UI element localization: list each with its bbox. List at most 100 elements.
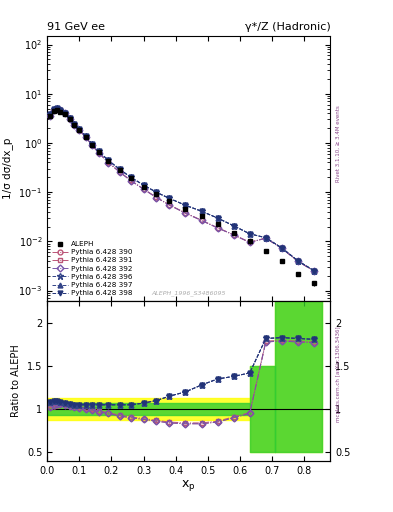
Pythia 6.428 397 [154, 189, 159, 196]
Pythia 6.428 396 [231, 223, 236, 229]
Pythia 6.428 391 [72, 121, 77, 127]
Pythia 6.428 397 [96, 148, 101, 154]
Pythia 6.428 391 [48, 112, 53, 118]
Pythia 6.428 391 [129, 177, 133, 183]
Pythia 6.428 398 [247, 231, 252, 237]
Pythia 6.428 390 [48, 113, 53, 119]
Pythia 6.428 397 [90, 141, 95, 147]
Pythia 6.428 397 [129, 174, 133, 180]
Pythia 6.428 398 [106, 157, 110, 163]
Pythia 6.428 391 [312, 268, 316, 274]
Pythia 6.428 398 [58, 107, 62, 113]
Legend: ALEPH, Pythia 6.428 390, Pythia 6.428 391, Pythia 6.428 392, Pythia 6.428 396, P: ALEPH, Pythia 6.428 390, Pythia 6.428 39… [51, 240, 134, 298]
Pythia 6.428 397 [62, 110, 67, 116]
Pythia 6.428 397 [106, 157, 110, 163]
Pythia 6.428 391 [77, 127, 82, 133]
Pythia 6.428 396 [106, 157, 110, 163]
Pythia 6.428 397 [247, 231, 252, 237]
Pythia 6.428 390 [154, 195, 159, 201]
Pythia 6.428 396 [83, 133, 88, 139]
Pythia 6.428 391 [183, 210, 188, 216]
Pythia 6.428 390 [231, 232, 236, 238]
Pythia 6.428 396 [312, 268, 316, 274]
Pythia 6.428 392 [90, 142, 95, 148]
Pythia 6.428 398 [167, 195, 172, 201]
Pythia 6.428 396 [247, 231, 252, 237]
Pythia 6.428 391 [62, 110, 67, 116]
Pythia 6.428 390 [51, 107, 56, 113]
Pythia 6.428 392 [183, 210, 188, 216]
Pythia 6.428 390 [247, 239, 252, 245]
Pythia 6.428 397 [183, 202, 188, 208]
Pythia 6.428 396 [215, 215, 220, 221]
Pythia 6.428 398 [296, 258, 300, 264]
Pythia 6.428 397 [83, 133, 88, 139]
Pythia 6.428 396 [62, 110, 67, 116]
Pythia 6.428 391 [96, 150, 101, 156]
Pythia 6.428 390 [183, 210, 188, 216]
Pythia 6.428 398 [83, 133, 88, 139]
Pythia 6.428 392 [72, 122, 77, 128]
Pythia 6.428 392 [154, 195, 159, 201]
Pythia 6.428 391 [215, 225, 220, 231]
Pythia 6.428 396 [296, 258, 300, 264]
Pythia 6.428 398 [199, 208, 204, 214]
Pythia 6.428 398 [72, 121, 77, 127]
Pythia 6.428 396 [167, 195, 172, 201]
Pythia 6.428 392 [106, 159, 110, 165]
Pythia 6.428 396 [90, 141, 95, 147]
Pythia 6.428 391 [296, 258, 300, 264]
Pythia 6.428 398 [312, 268, 316, 274]
Pythia 6.428 390 [67, 116, 72, 122]
Pythia 6.428 391 [90, 142, 95, 148]
Pythia 6.428 398 [77, 126, 82, 133]
Line: Pythia 6.428 396: Pythia 6.428 396 [47, 105, 318, 274]
Pythia 6.428 391 [167, 202, 172, 208]
X-axis label: x$_\mathregular{p}$: x$_\mathregular{p}$ [182, 478, 196, 494]
Pythia 6.428 396 [117, 166, 122, 172]
Pythia 6.428 390 [77, 127, 82, 133]
Pythia 6.428 398 [279, 245, 284, 251]
Pythia 6.428 397 [51, 106, 56, 112]
Pythia 6.428 396 [154, 189, 159, 196]
Pythia 6.428 392 [62, 110, 67, 116]
Text: Rivet 3.1.10, ≥ 3.4M events: Rivet 3.1.10, ≥ 3.4M events [336, 105, 341, 182]
Pythia 6.428 390 [72, 122, 77, 128]
Pythia 6.428 392 [247, 239, 252, 245]
Y-axis label: Ratio to ALEPH: Ratio to ALEPH [11, 345, 21, 417]
Pythia 6.428 390 [90, 142, 95, 148]
Pythia 6.428 390 [62, 110, 67, 116]
Pythia 6.428 398 [183, 202, 188, 208]
Pythia 6.428 392 [167, 202, 172, 208]
Pythia 6.428 396 [55, 105, 59, 112]
Pythia 6.428 398 [90, 141, 95, 147]
Pythia 6.428 390 [83, 134, 88, 140]
Text: mcplots.cern.ch [arXiv:1306.3436]: mcplots.cern.ch [arXiv:1306.3436] [336, 326, 341, 421]
Pythia 6.428 397 [263, 234, 268, 241]
Pythia 6.428 390 [167, 202, 172, 208]
Pythia 6.428 390 [106, 159, 110, 165]
Pythia 6.428 391 [279, 245, 284, 251]
Pythia 6.428 397 [199, 208, 204, 214]
Pythia 6.428 397 [67, 115, 72, 121]
Pythia 6.428 390 [141, 186, 146, 193]
Pythia 6.428 397 [279, 245, 284, 251]
Pythia 6.428 396 [199, 208, 204, 214]
Pythia 6.428 396 [96, 148, 101, 154]
Pythia 6.428 398 [62, 110, 67, 116]
Pythia 6.428 392 [51, 106, 56, 113]
Pythia 6.428 391 [83, 134, 88, 140]
Pythia 6.428 391 [154, 194, 159, 200]
Line: Pythia 6.428 398: Pythia 6.428 398 [48, 106, 316, 273]
Pythia 6.428 391 [231, 231, 236, 238]
Pythia 6.428 398 [117, 166, 122, 172]
Pythia 6.428 396 [51, 106, 56, 112]
Pythia 6.428 396 [141, 182, 146, 188]
Pythia 6.428 397 [141, 182, 146, 188]
Pythia 6.428 390 [263, 235, 268, 241]
Pythia 6.428 391 [141, 186, 146, 192]
Pythia 6.428 392 [129, 178, 133, 184]
Pythia 6.428 392 [296, 258, 300, 264]
Pythia 6.428 398 [154, 189, 159, 196]
Title: 91 GeV ee                                        γ*/Z (Hadronic): 91 GeV ee γ*/Z (Hadronic) [47, 23, 331, 32]
